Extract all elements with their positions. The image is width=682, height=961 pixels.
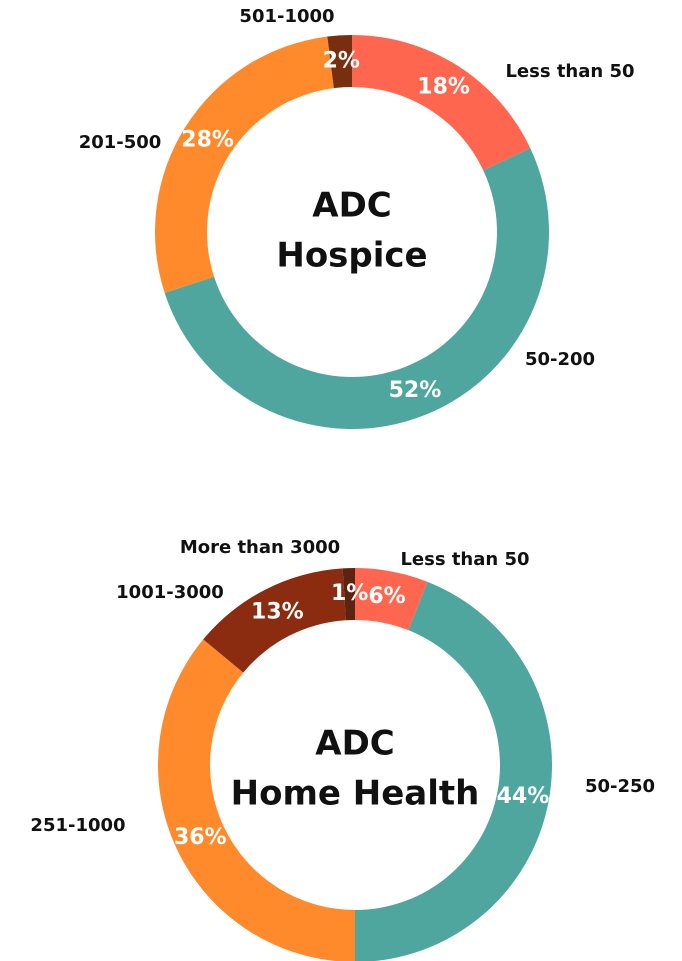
value-label: 1% (331, 581, 368, 606)
chart-title: ADC (315, 724, 395, 764)
category-label: 50-250 (585, 776, 655, 797)
donut-segment (355, 581, 552, 961)
category-label: 1001-3000 (116, 582, 224, 603)
value-label: 18% (417, 75, 470, 100)
donut-segment (154, 36, 334, 293)
donut-segment (203, 568, 346, 673)
value-label: 44% (497, 784, 550, 809)
donut-segment (352, 35, 531, 171)
category-label: Less than 50 (400, 549, 529, 570)
value-label: 6% (368, 584, 405, 609)
category-label: 201-500 (79, 132, 162, 153)
chart-title: Home Health (231, 774, 480, 814)
value-label: 28% (181, 127, 234, 152)
value-label: 36% (174, 825, 227, 850)
donut-segment (355, 568, 428, 631)
donut-segment (158, 639, 355, 961)
donut-segment (164, 148, 550, 430)
donut-segment (342, 568, 355, 621)
category-label: Less than 50 (505, 61, 634, 82)
category-label: More than 3000 (180, 537, 340, 558)
chart-title: Hospice (276, 236, 427, 276)
value-label: 2% (323, 48, 360, 73)
chart-title: ADC (312, 186, 392, 226)
category-label: 251-1000 (30, 815, 125, 836)
category-label: 501-1000 (239, 6, 334, 27)
value-label: 52% (389, 378, 442, 403)
donut-segment (327, 35, 352, 89)
value-label: 13% (251, 600, 304, 625)
category-label: 50-200 (525, 349, 595, 370)
